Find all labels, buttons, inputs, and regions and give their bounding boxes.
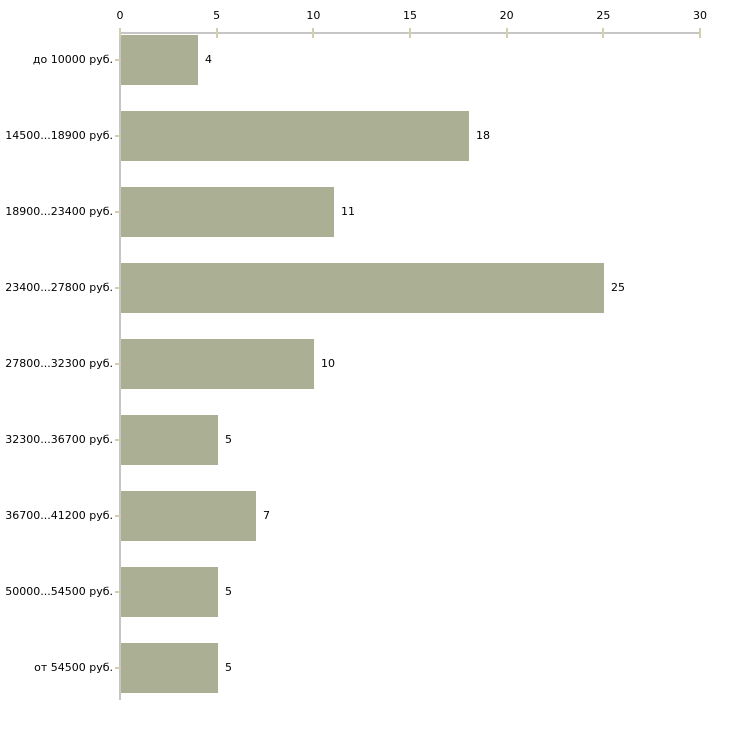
x-axis-tick [215,28,218,38]
value-label: 5 [225,661,232,674]
value-label: 18 [476,129,490,142]
x-axis-tick-label: 15 [403,9,417,22]
bar [121,643,218,693]
y-axis-tick [115,667,121,669]
category-label: до 10000 руб. [32,53,113,66]
bar [121,567,218,617]
bar [121,491,256,541]
y-axis-tick [115,439,121,441]
y-axis-tick [115,135,121,137]
y-axis-tick [115,363,121,365]
category-label: от 54500 руб. [34,661,113,674]
bar [121,339,314,389]
y-axis-tick [115,59,121,61]
bar [121,415,218,465]
value-label: 7 [263,509,270,522]
x-axis-tick-label: 5 [213,9,221,22]
category-label: 32300...36700 руб. [5,433,113,446]
x-axis-tick-label: 30 [693,9,707,22]
category-label: 18900...23400 руб. [5,205,113,218]
x-axis-tick [602,28,605,38]
y-axis-tick [115,591,121,593]
category-label: 50000...54500 руб. [5,585,113,598]
x-axis-tick-label: 25 [596,9,611,22]
bar [121,263,604,313]
x-axis-tick [119,28,121,38]
y-axis-tick [115,515,121,517]
x-axis-tick-label: 0 [116,9,124,22]
value-label: 5 [225,433,232,446]
x-axis-tick-label: 20 [499,9,514,22]
x-axis-tick [409,28,411,38]
value-label: 25 [611,281,625,294]
x-axis-tick-label: 10 [306,9,321,22]
value-label: 5 [225,585,232,598]
category-label: 36700...41200 руб. [5,509,113,522]
x-axis-tick [699,28,701,38]
value-label: 11 [341,205,355,218]
value-label: 4 [205,53,212,66]
x-axis-tick [505,28,508,38]
y-axis-line [119,32,121,700]
y-axis-tick [115,287,121,289]
category-label: 23400...27800 руб. [5,281,113,294]
y-axis-tick [115,211,121,213]
x-axis-tick [312,28,315,38]
bar [121,187,334,237]
value-label: 10 [321,357,335,370]
category-label: 27800...32300 руб. [5,357,113,370]
bar [121,35,198,85]
bar [121,111,469,161]
category-label: 14500...18900 руб. [5,129,113,142]
